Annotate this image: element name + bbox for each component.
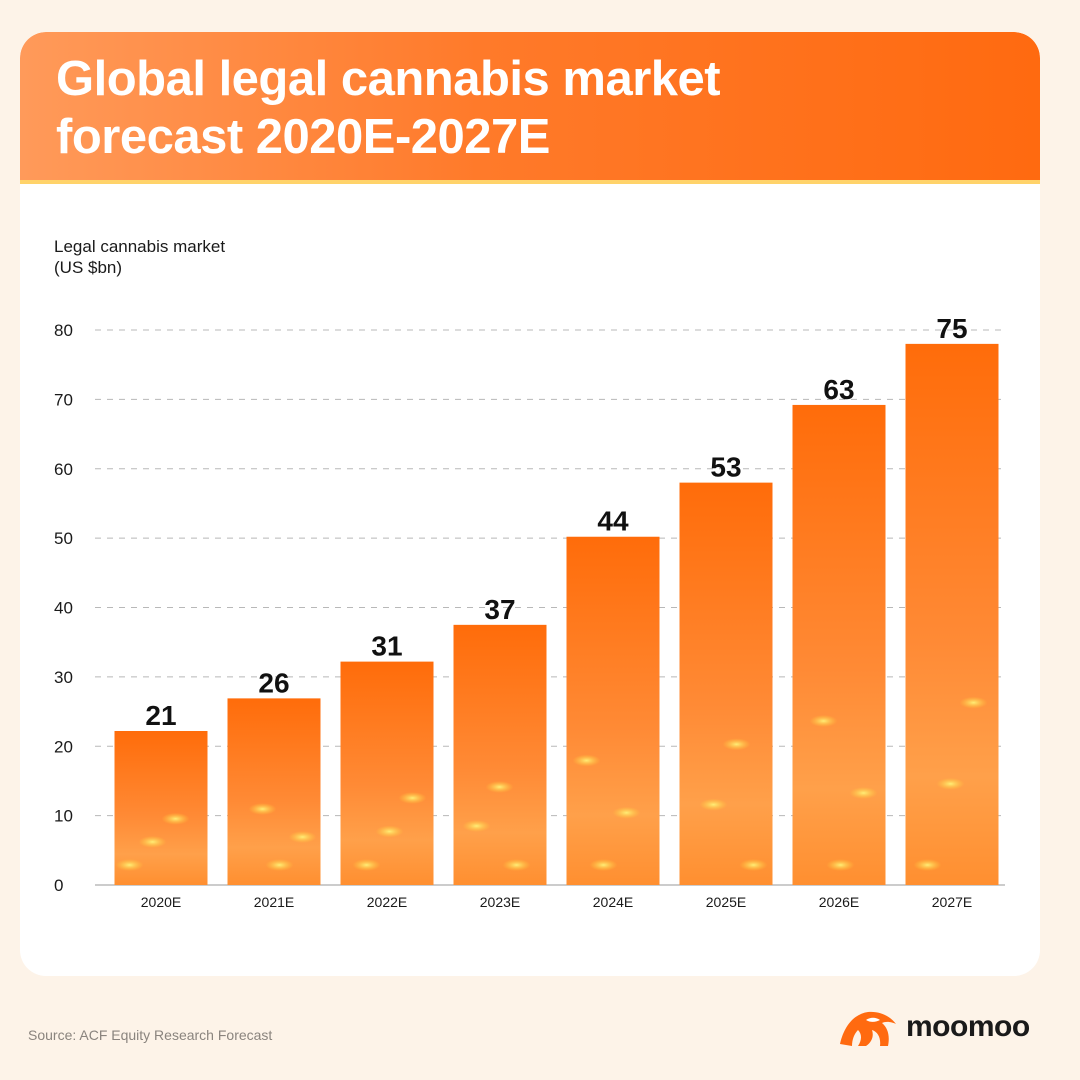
bar-texture-glow — [138, 835, 167, 848]
bar-texture-glow — [572, 754, 601, 767]
bar-texture-glow — [959, 696, 988, 709]
y-tick-label: 10 — [54, 807, 73, 826]
bar — [340, 661, 434, 885]
title-banner: Global legal cannabis market forecast 20… — [20, 32, 1040, 184]
bar-texture-glow — [589, 859, 618, 871]
bar-texture-glow — [115, 859, 144, 871]
x-tick-label: 2027E — [932, 894, 972, 910]
bar-value-label: 21 — [145, 700, 176, 731]
bar-value-label: 75 — [936, 313, 967, 344]
bar-texture-glow — [849, 786, 878, 799]
y-tick-label: 40 — [54, 599, 73, 618]
bar-texture-glow — [826, 859, 855, 871]
bar-value-label: 31 — [371, 631, 402, 662]
bar — [453, 624, 547, 885]
bar — [905, 343, 999, 885]
source-note: Source: ACF Equity Research Forecast — [28, 1027, 273, 1043]
bar-texture-glow — [809, 714, 838, 727]
bar-texture-glow — [398, 791, 427, 804]
x-tick-label: 2023E — [480, 894, 520, 910]
bar-texture-glow — [722, 738, 751, 751]
bar-value-label: 63 — [823, 374, 854, 405]
y-tick-label: 70 — [54, 390, 73, 409]
bar-texture-glow — [699, 798, 728, 811]
bar-texture-glow — [502, 859, 531, 871]
bar-texture-glow — [161, 812, 190, 825]
bar-texture-glow — [288, 831, 317, 844]
x-tick-label: 2020E — [141, 894, 181, 910]
bar-texture-glow — [352, 859, 381, 871]
x-tick-label: 2022E — [367, 894, 407, 910]
y-tick-label: 80 — [54, 321, 73, 340]
y-tick-label: 20 — [54, 737, 73, 756]
y-axis-label-line-2: (US $bn) — [54, 258, 122, 277]
x-tick-label: 2025E — [706, 894, 746, 910]
chart-title: Global legal cannabis market forecast 20… — [56, 50, 956, 166]
bar-texture-glow — [375, 825, 404, 838]
brand-name: moomoo — [906, 1010, 1030, 1043]
bull-icon — [840, 1011, 896, 1046]
bar-texture-glow — [739, 859, 768, 871]
y-axis-label-line-1: Legal cannabis market — [54, 237, 225, 256]
y-tick-label: 50 — [54, 529, 73, 548]
bar-texture-glow — [462, 819, 491, 832]
bar-texture-glow — [913, 859, 942, 871]
bar-value-label: 26 — [258, 667, 289, 698]
y-tick-label: 30 — [54, 668, 73, 687]
brand-logo: moomoo — [836, 1004, 1056, 1054]
bar-texture-glow — [485, 780, 514, 793]
x-tick-label: 2026E — [819, 894, 859, 910]
bar-texture-glow — [612, 806, 641, 819]
bar — [679, 482, 773, 885]
bar-texture-glow — [265, 859, 294, 871]
x-tick-label: 2024E — [593, 894, 633, 910]
bar-value-label: 44 — [597, 506, 629, 537]
bar-texture-glow — [248, 803, 277, 816]
bar — [792, 404, 886, 885]
bar — [227, 698, 321, 885]
chart-title-line-1: Global legal cannabis market — [56, 52, 721, 106]
chart-title-line-2: forecast 2020E-2027E — [56, 110, 550, 164]
bar-texture-glow — [936, 777, 965, 790]
bar-value-label: 37 — [484, 594, 515, 625]
y-tick-label: 60 — [54, 460, 73, 479]
bar-value-label: 53 — [710, 452, 741, 483]
bar — [566, 536, 660, 885]
y-tick-label: 0 — [54, 876, 63, 895]
x-tick-label: 2021E — [254, 894, 294, 910]
